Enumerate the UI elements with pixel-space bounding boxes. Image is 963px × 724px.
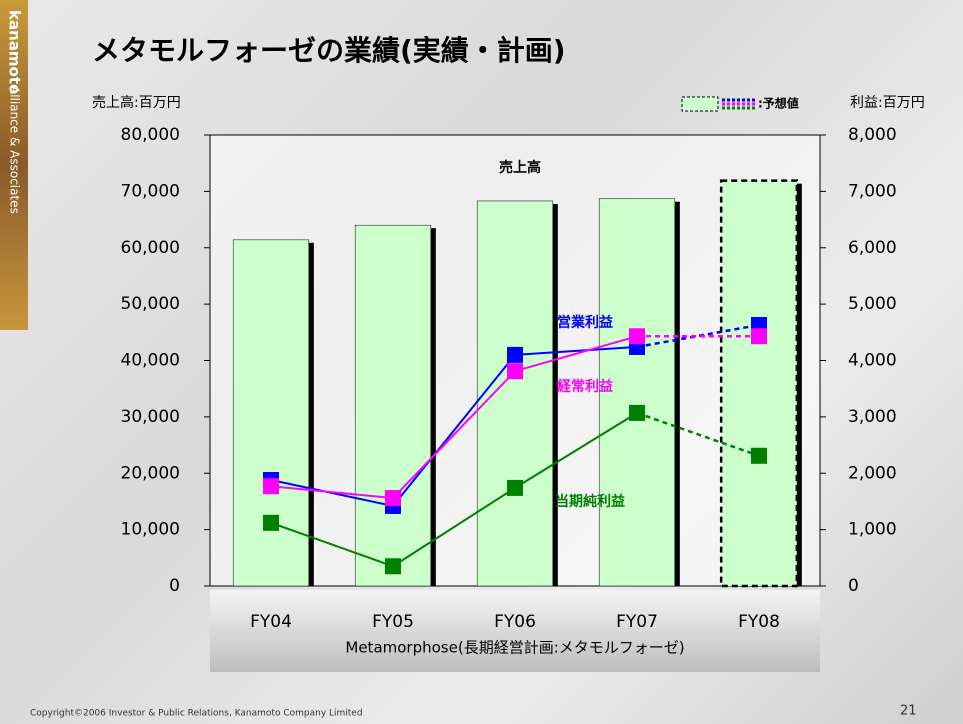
- bar: [232, 239, 310, 587]
- logo-strip: [0, 0, 28, 330]
- marker: [629, 328, 645, 345]
- x-tick-label: FY05: [372, 612, 414, 632]
- x-tick-label: FY08: [738, 612, 780, 632]
- y-tick-label: 40,000: [121, 351, 180, 371]
- title: メタモルフォーゼの業績(実績・計画): [92, 34, 566, 67]
- y-tick-label: 10,000: [121, 520, 180, 540]
- marker: [263, 514, 279, 531]
- y-tick-label: 30,000: [121, 407, 180, 427]
- marker: [385, 490, 401, 507]
- y2-tick-label: 1,000: [848, 520, 897, 540]
- logo-brand: kanamoto: [6, 10, 24, 94]
- marker: [507, 346, 523, 363]
- line-segment: [392, 487, 516, 568]
- y2-tick-label: 8,000: [848, 125, 897, 145]
- bar: [354, 224, 432, 587]
- marker: [263, 478, 279, 495]
- marker: [385, 558, 401, 575]
- line-segment: [270, 521, 394, 568]
- legend-label: :予想値: [758, 96, 799, 111]
- line-segment: [636, 323, 760, 349]
- logo-tagline: Alliance & Associates: [8, 86, 22, 214]
- marker: [507, 363, 523, 380]
- x-tick-label: FY06: [494, 612, 536, 632]
- line-segment: [514, 335, 638, 373]
- line-segment: [636, 411, 760, 457]
- y-tick-label: 0: [169, 576, 180, 596]
- line-segment: [514, 412, 638, 489]
- y-tick-label: 20,000: [121, 463, 180, 483]
- copyright: Copyright©2006 Investor & Public Relatio…: [30, 709, 363, 719]
- marker: [629, 404, 645, 421]
- x-axis-label: Metamorphose(長期経営計画:メタモルフォーゼ): [345, 639, 684, 657]
- y2-tick-label: 5,000: [848, 294, 897, 314]
- series-label: 当期純利益: [555, 493, 625, 510]
- line-segment: [392, 354, 516, 507]
- y-tick-label: 70,000: [121, 181, 180, 201]
- category-band: [210, 590, 820, 672]
- y2-tick-label: 0: [848, 576, 859, 596]
- y-axis-label: 売上高:百万円: [92, 94, 181, 111]
- series-label: 売上高: [499, 159, 541, 176]
- bar: [719, 179, 799, 588]
- y2-tick-label: 2,000: [848, 463, 897, 483]
- bar: [598, 198, 676, 587]
- y2-tick-label: 4,000: [848, 351, 897, 371]
- series-label: 経常利益: [557, 378, 613, 395]
- line-segment: [392, 370, 516, 499]
- y2-tick-label: 3,000: [848, 407, 897, 427]
- series-label: 営業利益: [557, 314, 613, 331]
- x-tick-label: FY04: [250, 612, 292, 632]
- y-tick-label: 80,000: [121, 125, 180, 145]
- bar: [476, 200, 554, 587]
- x-tick-label: FY07: [616, 612, 658, 632]
- y-tick-label: 60,000: [121, 238, 180, 258]
- y-tick-label: 50,000: [121, 294, 180, 314]
- page-number: 21: [900, 704, 917, 719]
- y2-axis-label: 利益:百万円: [850, 95, 925, 111]
- y2-tick-label: 6,000: [848, 238, 897, 258]
- line-segment: [270, 485, 394, 500]
- marker: [507, 479, 523, 496]
- legend-swatch: [681, 96, 719, 112]
- line-segment: [514, 345, 638, 356]
- marker: [751, 328, 767, 345]
- y2-tick-label: 7,000: [848, 181, 897, 201]
- marker: [751, 447, 767, 464]
